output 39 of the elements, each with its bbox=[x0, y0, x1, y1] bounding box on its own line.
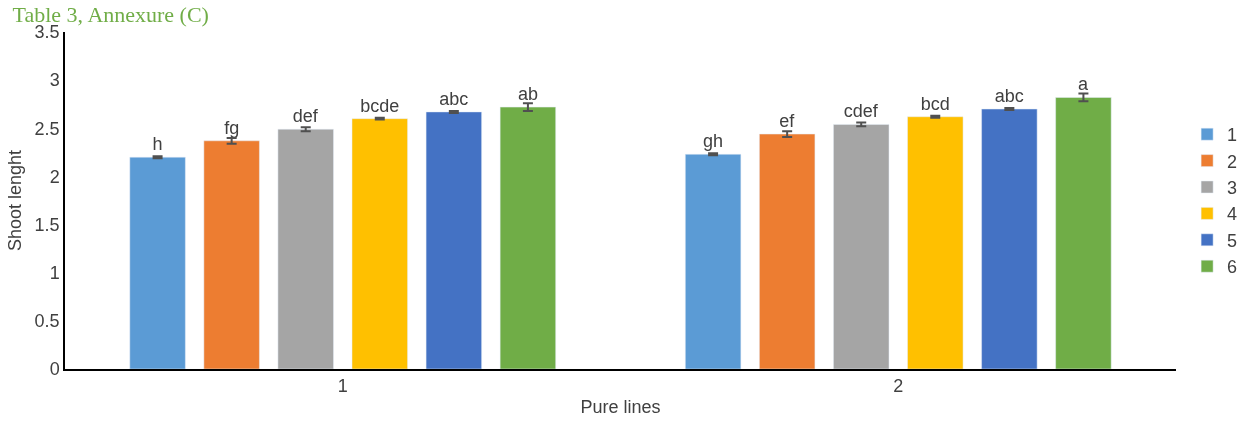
data-label: h bbox=[152, 134, 163, 155]
y-tick-label: 1.5 bbox=[34, 214, 60, 235]
data-label: a bbox=[1077, 74, 1089, 95]
y-tick-label: 2.5 bbox=[34, 118, 60, 139]
data-label: ab bbox=[517, 84, 538, 105]
legend-label: 2 bbox=[1227, 151, 1238, 172]
data-label: abc bbox=[994, 86, 1024, 107]
bar bbox=[203, 140, 260, 369]
data-label: ef bbox=[779, 111, 796, 132]
bar bbox=[981, 108, 1038, 369]
y-tick-label: 3.5 bbox=[34, 22, 60, 43]
y-tick-label: 3 bbox=[49, 70, 60, 91]
bar bbox=[907, 116, 964, 369]
legend-label: 6 bbox=[1227, 257, 1238, 278]
data-label: bcd bbox=[920, 93, 950, 114]
data-label: bcde bbox=[360, 95, 400, 116]
y-tick-label: 0 bbox=[49, 359, 60, 380]
data-label: cdef bbox=[843, 101, 879, 122]
data-label: def bbox=[292, 106, 319, 127]
legend-label: 4 bbox=[1227, 204, 1238, 225]
y-tick-label: 0.5 bbox=[34, 311, 60, 332]
bar bbox=[685, 154, 742, 369]
y-tick-label: 2 bbox=[49, 166, 60, 187]
bar bbox=[129, 156, 186, 369]
bar bbox=[833, 124, 890, 369]
y-tick-label: 1 bbox=[49, 263, 60, 284]
data-label: gh bbox=[703, 131, 724, 152]
bar bbox=[499, 106, 556, 369]
legend-label: 5 bbox=[1227, 230, 1238, 251]
legend-label: 1 bbox=[1227, 125, 1238, 146]
bar bbox=[1055, 97, 1112, 369]
bar bbox=[351, 118, 408, 369]
x-axis-title: Pure lines bbox=[580, 396, 661, 417]
bar bbox=[425, 111, 482, 369]
legend-label: 3 bbox=[1227, 178, 1238, 199]
data-label: abc bbox=[439, 88, 469, 109]
y-axis-title: Shoot lenght bbox=[5, 149, 26, 252]
bar bbox=[759, 133, 816, 369]
bar bbox=[277, 129, 334, 369]
